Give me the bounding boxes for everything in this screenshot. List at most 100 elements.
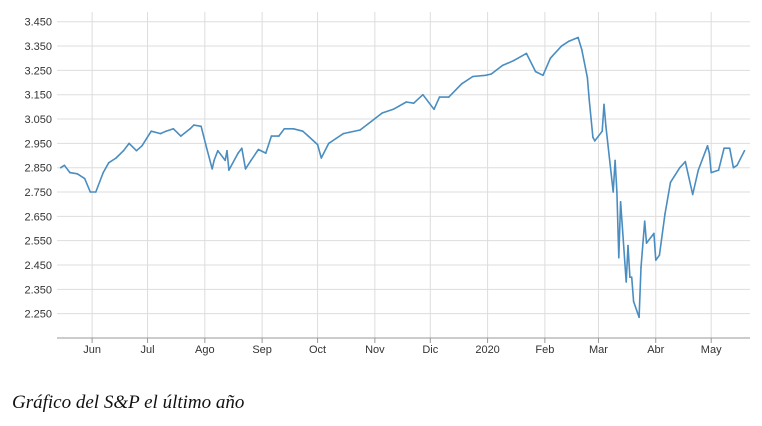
data-point [614, 159, 616, 162]
gridlines [57, 12, 750, 338]
data-point [586, 76, 589, 79]
data-point [128, 142, 130, 145]
data-point [381, 112, 384, 114]
data-point [193, 124, 195, 126]
data-point [653, 232, 655, 235]
data-point [627, 244, 629, 247]
data-point [669, 181, 672, 184]
y-tick-label: 2.750 [24, 187, 52, 199]
data-point [102, 171, 104, 174]
data-point [226, 149, 228, 152]
data-point [327, 142, 330, 145]
x-tick-label: Sep [252, 344, 272, 356]
data-point [632, 300, 635, 303]
data-point [141, 145, 143, 147]
data-point [237, 152, 239, 154]
data-point [150, 130, 152, 132]
data-point [542, 74, 544, 77]
y-tick-label: 2.950 [24, 138, 52, 150]
data-point [107, 162, 110, 164]
y-tick-label: 2.550 [24, 236, 52, 248]
data-point [189, 128, 191, 130]
data-point [460, 83, 463, 85]
x-tick-label: Jul [141, 344, 155, 356]
data-point [257, 148, 260, 151]
data-point [270, 135, 273, 137]
data-point [618, 256, 620, 259]
data-point [512, 59, 515, 62]
data-point [728, 147, 731, 149]
data-point [581, 48, 583, 51]
data-point [490, 73, 493, 75]
data-point [217, 149, 219, 152]
data-point [348, 131, 350, 134]
data-point [69, 171, 71, 174]
data-point [697, 169, 700, 171]
x-tick-label: 2020 [475, 344, 499, 356]
data-point [250, 159, 252, 162]
data-point [115, 157, 117, 159]
data-point [224, 159, 226, 162]
x-tick-label: May [701, 344, 722, 356]
data-point [645, 242, 648, 244]
data-point [241, 147, 243, 149]
series-layer [59, 36, 746, 319]
data-point [638, 316, 640, 319]
data-point [335, 137, 337, 140]
data-point [59, 166, 62, 169]
y-tick-label: 2.450 [24, 260, 52, 272]
data-point [684, 160, 687, 163]
y-tick-label: 3.150 [24, 90, 52, 102]
y-tick-label: 2.250 [24, 309, 52, 321]
data-point [135, 149, 138, 152]
data-point [320, 157, 323, 159]
data-point [89, 191, 92, 193]
data-point [594, 140, 596, 142]
data-point [534, 70, 537, 73]
y-tick-label: 3.050 [24, 114, 52, 126]
data-point [630, 276, 633, 279]
x-tick-label: Dic [422, 344, 438, 356]
x-tick-label: Nov [365, 344, 385, 356]
data-point [95, 191, 97, 193]
data-point [122, 149, 125, 152]
data-point [736, 164, 738, 167]
data-point [679, 166, 681, 169]
data-point [211, 168, 213, 170]
data-point [302, 130, 304, 132]
data-point [433, 108, 435, 111]
data-point [601, 130, 603, 132]
x-tick-label: Jun [83, 344, 101, 356]
data-point [359, 129, 361, 131]
data-point [501, 64, 504, 67]
data-point [640, 266, 642, 269]
data-point [63, 164, 66, 167]
data-point [625, 281, 627, 283]
data-point [691, 193, 694, 196]
data-point [549, 57, 552, 59]
data-point [165, 130, 167, 132]
data-point [560, 45, 563, 47]
data-point [612, 191, 614, 193]
data-point [412, 102, 415, 104]
y-axis-ticks: 2.250 2.350 2.450 2.550 2.650 2.750 2.850 2.950… [24, 17, 52, 321]
x-tick-label: Ago [195, 344, 215, 356]
data-point [605, 125, 607, 128]
data-point [422, 93, 424, 96]
data-point [525, 52, 528, 55]
data-point [655, 259, 657, 261]
chart-caption: Gráfico del S&P el último año [12, 392, 245, 413]
data-point [643, 220, 646, 222]
data-point [658, 254, 661, 257]
data-point [244, 168, 247, 170]
data-point [316, 143, 319, 146]
data-point [629, 276, 631, 279]
y-tick-label: 2.650 [24, 211, 52, 223]
data-point [708, 152, 711, 154]
data-point [292, 128, 295, 130]
y-tick-label: 3.250 [24, 65, 52, 77]
data-point [706, 145, 709, 147]
data-point [723, 147, 725, 149]
data-point [717, 169, 720, 171]
x-axis-ticks: Jun Jul Ago Sep Oct Nov Dic 2020 Feb Mar Abr May [83, 338, 722, 356]
